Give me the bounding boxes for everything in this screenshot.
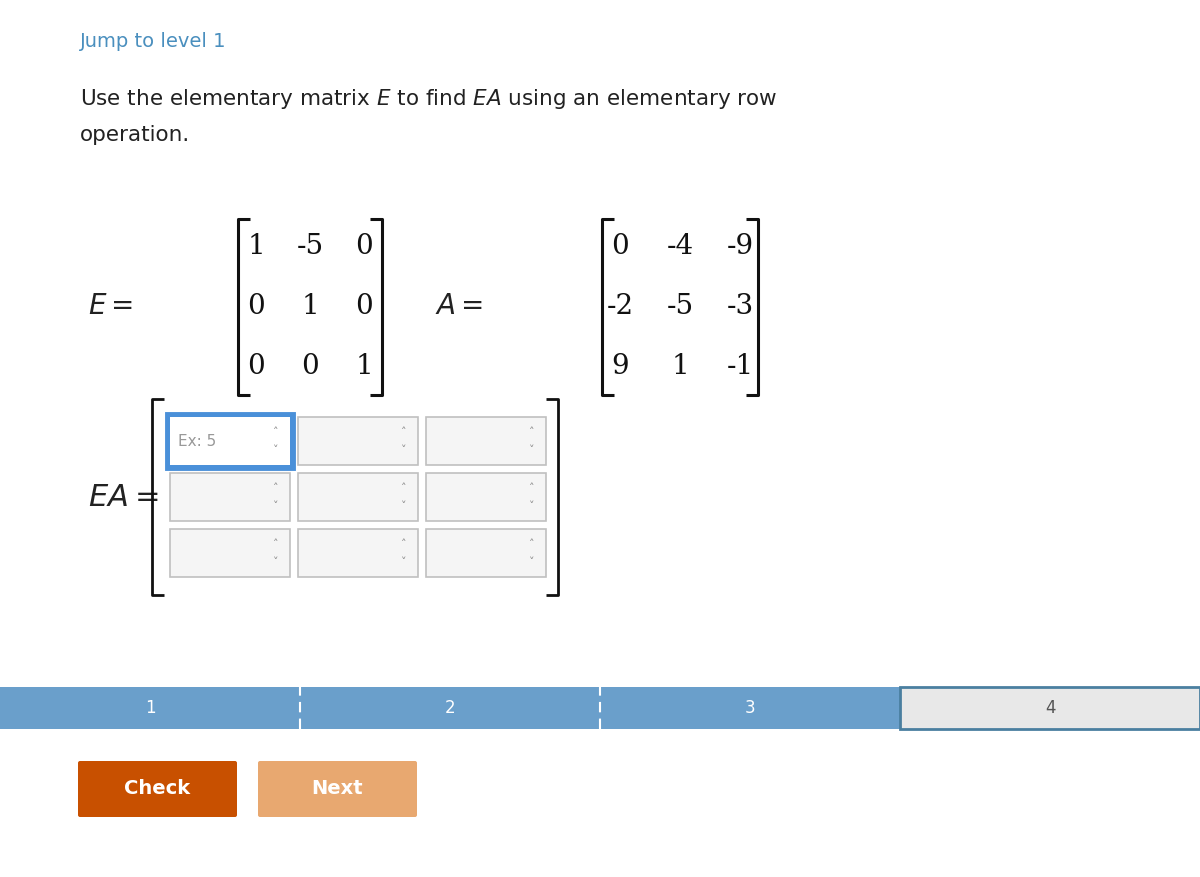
Text: ˅: ˅	[274, 557, 278, 567]
Text: Ex: 5: Ex: 5	[178, 433, 216, 448]
Text: ˄: ˄	[401, 427, 407, 437]
Text: -1: -1	[726, 353, 754, 381]
Text: -3: -3	[726, 294, 754, 320]
Text: 0: 0	[355, 294, 373, 320]
Text: 1: 1	[145, 699, 155, 717]
Text: ˅: ˅	[529, 501, 535, 511]
Text: Use the elementary matrix $\mathit{E}$ to find $\mathit{EA}$ using an elementary: Use the elementary matrix $\mathit{E}$ t…	[80, 87, 778, 111]
Text: -4: -4	[666, 233, 694, 260]
FancyBboxPatch shape	[426, 529, 546, 577]
FancyBboxPatch shape	[258, 761, 418, 817]
Text: Check: Check	[125, 780, 191, 798]
FancyBboxPatch shape	[298, 529, 418, 577]
Text: 2: 2	[445, 699, 455, 717]
Text: -2: -2	[606, 294, 634, 320]
FancyBboxPatch shape	[426, 417, 546, 465]
Text: ˄: ˄	[274, 483, 278, 493]
Text: ˄: ˄	[529, 539, 535, 549]
FancyBboxPatch shape	[170, 529, 290, 577]
Text: ˅: ˅	[529, 445, 535, 455]
Bar	[600, 687, 900, 729]
FancyBboxPatch shape	[298, 473, 418, 521]
Text: ˅: ˅	[529, 557, 535, 567]
Text: operation.: operation.	[80, 125, 191, 145]
Text: $\mathit{E}=$: $\mathit{E}=$	[88, 294, 133, 320]
Text: 0: 0	[611, 233, 629, 260]
Text: -9: -9	[726, 233, 754, 260]
Text: ˅: ˅	[274, 501, 278, 511]
Text: ˅: ˅	[401, 557, 407, 567]
Text: ˅: ˅	[401, 445, 407, 455]
Text: 0: 0	[247, 353, 265, 381]
Bar	[300, 687, 600, 729]
FancyBboxPatch shape	[167, 414, 293, 468]
Text: ˄: ˄	[401, 483, 407, 493]
Bar	[900, 687, 1200, 729]
Text: $\mathit{A}=$: $\mathit{A}=$	[436, 294, 484, 320]
Text: 9: 9	[611, 353, 629, 381]
Text: 1: 1	[671, 353, 689, 381]
FancyBboxPatch shape	[426, 473, 546, 521]
Text: Jump to level 1: Jump to level 1	[80, 32, 227, 51]
Text: 1: 1	[301, 294, 319, 320]
Text: $\mathit{EA}=$: $\mathit{EA}=$	[88, 481, 158, 512]
Text: 0: 0	[355, 233, 373, 260]
Text: ˅: ˅	[401, 501, 407, 511]
Text: 3: 3	[745, 699, 755, 717]
Text: 1: 1	[247, 233, 265, 260]
Text: 0: 0	[247, 294, 265, 320]
FancyBboxPatch shape	[170, 473, 290, 521]
FancyBboxPatch shape	[298, 417, 418, 465]
Text: ˄: ˄	[529, 427, 535, 437]
Text: ˄: ˄	[274, 539, 278, 549]
Text: -5: -5	[666, 294, 694, 320]
Text: ˄: ˄	[401, 539, 407, 549]
Text: -5: -5	[296, 233, 324, 260]
FancyBboxPatch shape	[170, 417, 290, 465]
Text: 1: 1	[355, 353, 373, 381]
Text: ˄: ˄	[529, 483, 535, 493]
Bar	[0, 687, 300, 729]
Text: ˄: ˄	[274, 427, 278, 437]
Text: 0: 0	[301, 353, 319, 381]
Text: Next: Next	[312, 780, 364, 798]
FancyBboxPatch shape	[78, 761, 238, 817]
Text: 4: 4	[1045, 699, 1055, 717]
Text: ˅: ˅	[274, 445, 278, 455]
